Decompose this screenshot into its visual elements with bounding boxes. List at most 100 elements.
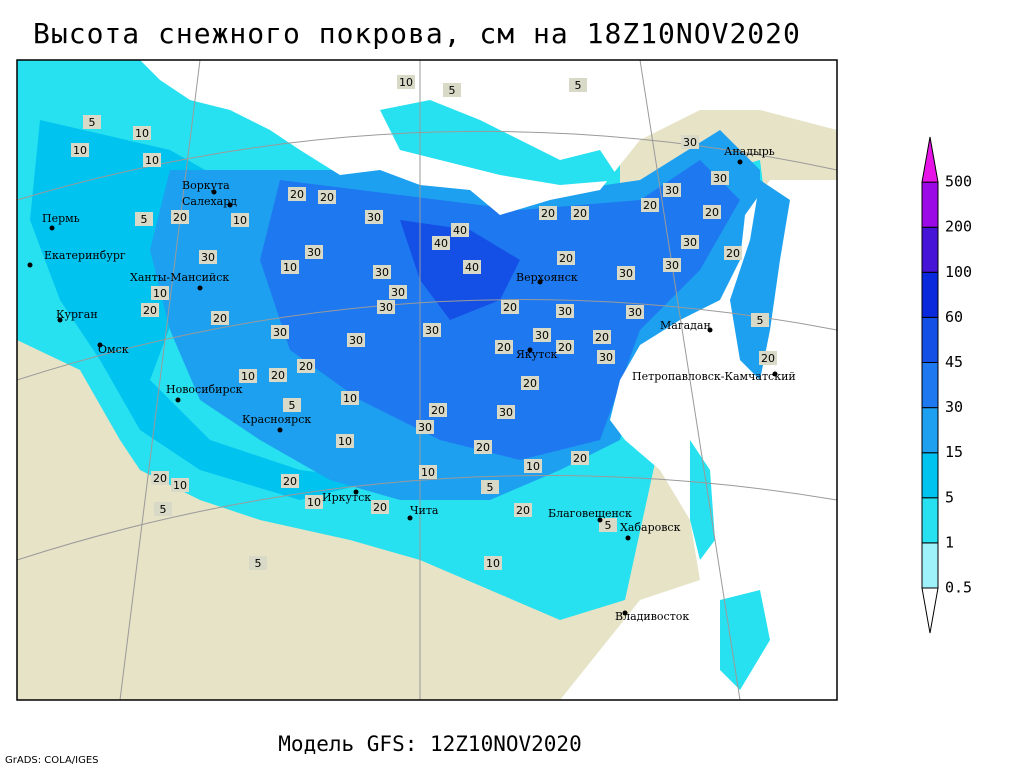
city-dot — [49, 225, 55, 231]
contour-label-box — [663, 183, 681, 197]
contour-label: 30 — [367, 211, 381, 224]
contour-label-box — [373, 265, 391, 279]
city-dot — [597, 517, 603, 523]
contour-label: 5 — [89, 116, 96, 129]
city-name: Якутск — [516, 348, 557, 361]
contour-label: 10 — [173, 479, 187, 492]
contour-label-box — [377, 300, 395, 314]
snow-deeper — [400, 220, 520, 320]
city-dot — [227, 202, 233, 208]
contour-label-box — [617, 266, 635, 280]
contour-label: 20 — [373, 501, 387, 514]
contour-label: 20 — [290, 188, 304, 201]
legend-label: 1 — [945, 533, 954, 551]
city-name: Омск — [98, 343, 129, 356]
city-name: Анадырь — [724, 145, 775, 158]
sea-ice — [380, 100, 620, 185]
contour-label: 20 — [153, 472, 167, 485]
contour-label-box — [495, 340, 513, 354]
contour-label: 10 — [283, 261, 297, 274]
contour-label-box — [524, 459, 542, 473]
city-name: Новосибирск — [166, 383, 243, 396]
contour-label: 30 — [418, 421, 432, 434]
contour-label: 20 — [173, 211, 187, 224]
contour-label-box — [341, 391, 359, 405]
contour-label: 20 — [726, 247, 740, 260]
contour-label-box — [571, 451, 589, 465]
contour-label: 30 — [683, 236, 697, 249]
city-name: Иркутск — [322, 491, 371, 504]
legend-swatch — [921, 136, 939, 183]
legend-swatch — [921, 452, 939, 499]
legend-swatch — [921, 587, 939, 634]
legend-label: 45 — [945, 353, 963, 371]
credit: GrADS: COLA/IGES — [5, 755, 99, 766]
map-frame — [16, 59, 838, 701]
contour-label-box — [597, 350, 615, 364]
city-name: Пермь — [42, 212, 80, 225]
contour-label-box — [171, 210, 189, 224]
contour-label: 10 — [486, 557, 500, 570]
contour-label: 20 — [283, 475, 297, 488]
contour-label-box — [397, 75, 415, 89]
contour-label-box — [703, 205, 721, 219]
contour-label-box — [593, 330, 611, 344]
contour-label-box — [305, 245, 323, 259]
parallel — [17, 130, 837, 201]
contour-label: 5 — [605, 519, 612, 532]
contour-label: 30 — [349, 334, 363, 347]
contour-label-box — [171, 478, 189, 492]
city-dot — [537, 279, 543, 285]
city-name: Хабаровск — [620, 521, 681, 534]
contour-label: 20 — [476, 441, 490, 454]
contour-label-box — [514, 503, 532, 517]
contour-label-box — [641, 198, 659, 212]
contour-label: 30 — [375, 266, 389, 279]
city-name: Магадан — [660, 319, 711, 332]
contour-label-box — [269, 368, 287, 382]
contour-label-box — [599, 518, 617, 532]
contour-label: 5 — [487, 481, 494, 494]
contour-label-box — [497, 405, 515, 419]
legend-label: 15 — [945, 443, 963, 461]
map-area — [17, 60, 837, 700]
city-dot — [737, 159, 743, 165]
contour-label-box — [151, 286, 169, 300]
contour-label-box — [556, 340, 574, 354]
contour-label: 5 — [160, 503, 167, 516]
contour-label: 40 — [465, 261, 479, 274]
contour-label-box — [389, 285, 407, 299]
contour-label-box — [463, 260, 481, 274]
city-name: Курган — [56, 308, 98, 321]
contour-label: 20 — [516, 504, 530, 517]
contour-label-box — [626, 305, 644, 319]
contour-label-box — [416, 420, 434, 434]
contour-label-box — [724, 246, 742, 260]
contour-label-box — [501, 300, 519, 314]
contour-label-box — [759, 351, 777, 365]
legend-swatch — [921, 316, 939, 363]
contour-label-box — [432, 236, 450, 250]
contour-label-box — [474, 440, 492, 454]
contour-label: 20 — [497, 341, 511, 354]
contour-label: 10 — [343, 392, 357, 405]
contour-label: 30 — [683, 136, 697, 149]
contour-label: 30 — [307, 246, 321, 259]
contour-label-box — [419, 465, 437, 479]
city-name: Чита — [410, 504, 439, 517]
contour-label-box — [451, 223, 469, 237]
contour-label-box — [83, 115, 101, 129]
contour-label-box — [663, 258, 681, 272]
city-dot — [772, 371, 778, 377]
contour-label: 20 — [320, 191, 334, 204]
legend-swatch — [921, 181, 939, 228]
city-dot — [622, 610, 628, 616]
parallel — [17, 299, 837, 381]
contour-label-box — [283, 398, 301, 412]
contour-label: 30 — [628, 306, 642, 319]
contour-label-box — [154, 502, 172, 516]
contour-label: 20 — [541, 207, 555, 220]
contour-label-box — [429, 403, 447, 417]
contour-label-box — [365, 210, 383, 224]
contour-label: 30 — [391, 286, 405, 299]
